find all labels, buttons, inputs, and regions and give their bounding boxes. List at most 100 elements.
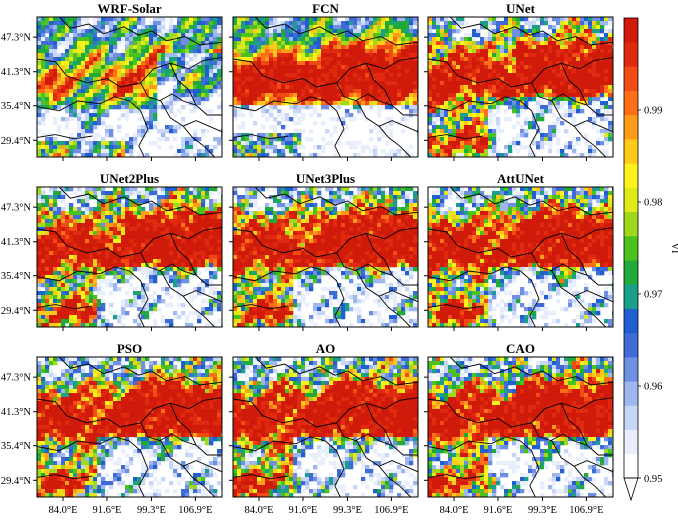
heatmap-cell bbox=[361, 149, 365, 153]
heatmap-cell bbox=[596, 65, 600, 69]
heatmap-cell bbox=[580, 69, 584, 73]
heatmap-cell bbox=[213, 85, 217, 89]
heatmap-cell bbox=[37, 267, 41, 271]
heatmap-cell bbox=[536, 65, 540, 69]
heatmap-cell bbox=[305, 73, 309, 77]
heatmap-cell bbox=[476, 29, 480, 33]
heatmap-cell bbox=[97, 73, 101, 77]
heatmap-cell bbox=[576, 109, 580, 113]
heatmap-cell bbox=[137, 207, 141, 211]
heatmap-cell bbox=[149, 191, 153, 195]
heatmap-cell bbox=[512, 53, 516, 57]
heatmap-cell bbox=[480, 93, 484, 97]
heatmap-cell bbox=[241, 97, 245, 101]
heatmap-cell bbox=[189, 247, 193, 251]
heatmap-cell bbox=[209, 231, 213, 235]
heatmap-cell bbox=[177, 223, 181, 227]
heatmap-cell bbox=[65, 149, 69, 153]
heatmap-cell bbox=[169, 25, 173, 29]
heatmap-cell bbox=[484, 41, 488, 45]
heatmap-cell bbox=[189, 85, 193, 89]
heatmap-cell bbox=[193, 133, 197, 137]
heatmap-cell bbox=[281, 61, 285, 65]
heatmap-cell bbox=[440, 25, 444, 29]
heatmap-cell bbox=[436, 41, 440, 45]
heatmap-cell bbox=[197, 235, 201, 239]
heatmap-cell bbox=[69, 45, 73, 49]
heatmap-cell bbox=[161, 211, 165, 215]
heatmap-cell bbox=[333, 101, 337, 105]
heatmap-cell bbox=[277, 49, 281, 53]
heatmap-cell bbox=[201, 21, 205, 25]
heatmap-cell bbox=[448, 141, 452, 145]
heatmap-cell bbox=[49, 195, 53, 199]
heatmap-cell bbox=[113, 235, 117, 239]
heatmap-cell bbox=[109, 227, 113, 231]
heatmap-cell bbox=[41, 45, 45, 49]
heatmap-cell bbox=[213, 33, 217, 37]
heatmap-cell bbox=[604, 109, 608, 113]
heatmap-cell bbox=[41, 207, 45, 211]
heatmap-cell bbox=[189, 29, 193, 33]
heatmap-cell bbox=[377, 93, 381, 97]
heatmap-cell bbox=[448, 57, 452, 61]
heatmap-cell bbox=[73, 113, 77, 117]
heatmap-cell bbox=[556, 25, 560, 29]
heatmap-cell bbox=[61, 259, 65, 263]
heatmap-cell bbox=[137, 97, 141, 101]
heatmap-cell bbox=[209, 33, 213, 37]
heatmap-cell bbox=[281, 149, 285, 153]
heatmap-cell bbox=[512, 41, 516, 45]
heatmap-cell bbox=[389, 133, 393, 137]
heatmap-cell bbox=[133, 77, 137, 81]
heatmap-cell bbox=[596, 29, 600, 33]
heatmap-cell bbox=[113, 243, 117, 247]
heatmap-cell bbox=[105, 211, 109, 215]
heatmap-cells bbox=[233, 17, 421, 157]
heatmap-cell bbox=[277, 73, 281, 77]
heatmap-cell bbox=[333, 65, 337, 69]
heatmap-cell bbox=[81, 61, 85, 65]
heatmap-cell bbox=[580, 77, 584, 81]
heatmap-cell bbox=[93, 73, 97, 77]
heatmap-cell bbox=[153, 77, 157, 81]
heatmap-cell bbox=[432, 21, 436, 25]
heatmap-cell bbox=[397, 53, 401, 57]
heatmap-cell bbox=[85, 73, 89, 77]
heatmap-cell bbox=[41, 93, 45, 97]
heatmap-cell bbox=[101, 231, 105, 235]
heatmap-cell bbox=[41, 227, 45, 231]
heatmap-cell bbox=[241, 133, 245, 137]
heatmap-cell bbox=[49, 25, 53, 29]
heatmap-cell bbox=[337, 37, 341, 41]
heatmap-cell bbox=[289, 21, 293, 25]
heatmap-cell bbox=[189, 223, 193, 227]
heatmap-cell bbox=[113, 53, 117, 57]
heatmap-cell bbox=[97, 41, 101, 45]
heatmap-cell bbox=[105, 53, 109, 57]
heatmap-cell bbox=[217, 93, 221, 97]
heatmap-cell bbox=[405, 45, 409, 49]
heatmap-cell bbox=[269, 37, 273, 41]
heatmap-cell bbox=[37, 187, 41, 191]
heatmap-cell bbox=[301, 145, 305, 149]
heatmap-cell bbox=[93, 33, 97, 37]
heatmap-cell bbox=[544, 77, 548, 81]
heatmap-cell bbox=[157, 195, 161, 199]
heatmap-cell bbox=[273, 125, 277, 129]
heatmap-cell bbox=[484, 73, 488, 77]
heatmap-cell bbox=[197, 73, 201, 77]
heatmap-cell bbox=[85, 45, 89, 49]
heatmap-cell bbox=[365, 21, 369, 25]
heatmap-cell bbox=[381, 41, 385, 45]
heatmap-cell bbox=[101, 195, 105, 199]
heatmap-cell bbox=[317, 73, 321, 77]
heatmap-cell bbox=[37, 117, 41, 121]
heatmap-cell bbox=[588, 29, 592, 33]
heatmap-cell bbox=[157, 187, 161, 191]
heatmap-cell bbox=[520, 73, 524, 77]
heatmap-cell bbox=[436, 137, 440, 141]
heatmap-cell bbox=[189, 191, 193, 195]
heatmap-cell bbox=[508, 93, 512, 97]
heatmap-cell bbox=[97, 267, 101, 271]
